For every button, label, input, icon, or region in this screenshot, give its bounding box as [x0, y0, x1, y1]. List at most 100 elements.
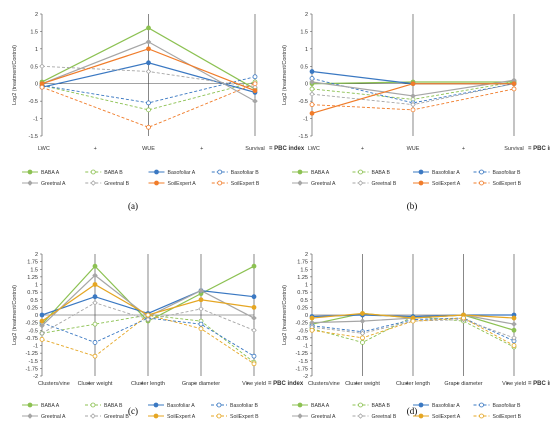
panel-d: 2 1.751.5 1.25 10.75 0.50.25 0 -0.25-0.5 -0.75 -… — [282, 252, 550, 420]
x-tick-label: Cluster weight — [78, 381, 113, 387]
y-tick-label: -1 — [303, 117, 308, 123]
data-point — [92, 353, 98, 359]
panel-c: 2 1.751.5 1.25 10.75 0.50.25 0 -0.25-0.5 -0.75 -… — [12, 252, 304, 420]
data-point — [198, 287, 204, 294]
x-tick-label: WUE — [407, 146, 420, 152]
y-tick-label: -1 — [33, 344, 38, 350]
y-tick-label: -0.5 — [299, 328, 308, 334]
legend-swatch-marker — [27, 180, 33, 186]
y-tick-label: -1 — [303, 344, 308, 350]
y-tick-label: -0.5 — [299, 99, 308, 105]
y-tick-label: 1.5 — [300, 29, 308, 35]
y-tick-label: -0.25 — [295, 321, 308, 327]
y-tick-label: -1.5 — [299, 134, 308, 140]
legend-swatch-marker — [297, 402, 303, 408]
data-point — [511, 321, 517, 327]
data-point — [145, 39, 152, 45]
data-point — [511, 343, 517, 348]
legend-entry: Basofoliar B — [493, 403, 522, 409]
y-tick-label: 1.5 — [300, 267, 308, 273]
x-tick-label: Cluster length — [396, 381, 430, 387]
y-tick-label: 2 — [35, 252, 38, 258]
data-point — [92, 340, 98, 345]
y-axis-label: Log2 (treatment/Control) — [12, 45, 18, 105]
plus-sign: + — [193, 381, 196, 387]
y-tick-label: -1 — [33, 117, 38, 123]
legend-entry: Greetnal A — [311, 414, 336, 420]
y-tick-label: 2 — [305, 12, 308, 18]
legend-swatch-marker — [479, 413, 484, 419]
y-tick-label: 2 — [35, 12, 38, 18]
x-tick-label: Clusters/vine — [38, 381, 70, 387]
legend-swatch-marker — [297, 413, 303, 419]
legend-swatch-marker — [153, 413, 159, 419]
data-point — [39, 63, 45, 70]
data-point — [461, 315, 466, 321]
plus-sign: + — [405, 381, 408, 387]
legend-swatch-marker — [216, 402, 222, 408]
y-tick-label: -0.25 — [25, 321, 38, 327]
data-point — [198, 306, 204, 312]
data-point — [146, 60, 151, 66]
data-point — [252, 81, 258, 87]
data-point — [360, 311, 365, 316]
legend-entry: Greetnal A — [311, 181, 336, 187]
plus-sign: + — [355, 381, 358, 387]
legend-entry: BABA B — [372, 403, 391, 409]
y-tick-label: -0.75 — [25, 336, 38, 342]
legend-swatch-marker — [27, 413, 33, 419]
legend-entry: Greetnal B — [104, 414, 129, 420]
plus-sign: + — [200, 146, 203, 152]
legend-entry: SoilExpert A — [168, 181, 197, 187]
legend-entry: BABA B — [372, 170, 391, 176]
legend-swatch-marker — [90, 402, 96, 408]
data-point — [198, 297, 204, 303]
data-point — [511, 86, 517, 92]
y-tick-label: 0 — [305, 82, 308, 88]
y-tick-label: -2 — [33, 374, 38, 380]
data-point — [92, 294, 98, 300]
y-tick-label: 0.5 — [300, 298, 308, 304]
data-point — [198, 326, 204, 332]
x-tick-label: LWC — [38, 146, 50, 152]
series-line-basofoliar-b — [311, 78, 515, 104]
legend-entry: Basofoliar B — [230, 403, 259, 409]
data-point — [145, 68, 152, 75]
plus-sign: + — [361, 146, 364, 152]
legend-entry: BABA A — [311, 403, 330, 409]
data-point — [410, 101, 416, 108]
plus-sign: + — [456, 381, 459, 387]
y-tick-label: -0.5 — [29, 99, 38, 105]
panel-b: 2 1.5 1 0.5 0 -0.5 -1 -1.5 Log2 (treatment/Contr… — [282, 12, 550, 211]
y-tick-label: 2 — [305, 252, 308, 258]
data-point — [511, 327, 517, 333]
legend-entry: Greetnal B — [104, 181, 129, 187]
data-point — [146, 124, 151, 130]
plus-sign: + — [94, 146, 97, 152]
y-axis-label: Log2 (treatment/Control) — [282, 285, 288, 345]
x-tick-label: Cluster weight — [345, 381, 380, 387]
data-point — [309, 69, 315, 74]
legend-entry: BABA A — [311, 170, 330, 176]
pbc-index-label: = PBC index — [528, 381, 550, 387]
legend-entry: BABA B — [104, 403, 123, 409]
data-point — [251, 327, 257, 334]
legend-entry: Greetnal B — [372, 414, 397, 420]
panel-label: (c) — [128, 406, 138, 416]
y-tick-label: 0 — [35, 82, 38, 88]
series-line-baba-b — [41, 81, 256, 111]
data-point — [309, 327, 315, 333]
data-point — [410, 93, 416, 99]
plus-sign: + — [87, 381, 90, 387]
x-tick-label: Survival — [245, 146, 265, 152]
data-point — [92, 263, 98, 269]
legend-entry: SoilExpert A — [432, 414, 461, 420]
legend-swatch-marker — [418, 180, 424, 186]
data-point — [252, 88, 258, 94]
legend-swatch-marker — [27, 402, 33, 408]
y-axis-label: Log2 (treatment/Control) — [282, 45, 288, 105]
legend-entry: Greetnal A — [41, 414, 66, 420]
legend-swatch-marker — [154, 180, 159, 186]
legend-entry: SoilExpert B — [493, 414, 522, 420]
